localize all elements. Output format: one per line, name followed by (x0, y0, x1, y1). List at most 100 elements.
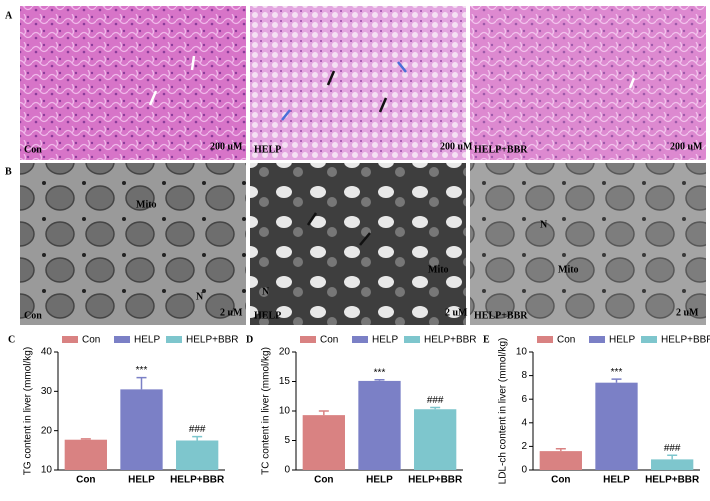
panel-label: C (8, 334, 15, 345)
legend-swatch (641, 336, 657, 343)
panel-b: B Mito N N Mito N Mito Con HELP HELP+BBR… (5, 163, 706, 325)
legend-swatch (114, 336, 130, 343)
arrow (148, 55, 636, 106)
legend-label: Con (320, 335, 338, 346)
caption: HELP+BBR (474, 144, 528, 155)
micrograph (470, 6, 706, 160)
annotation: ### (189, 424, 206, 435)
legend-label: HELP+BBR (661, 335, 710, 346)
micrograph (250, 163, 466, 325)
caption: HELP+BBR (474, 310, 528, 321)
y-tick-label: 10 (41, 465, 53, 476)
y-tick-label: 40 (41, 347, 53, 358)
error-bar (136, 376, 147, 390)
x-tick-label: Con (76, 475, 95, 486)
caption: Con (24, 310, 42, 321)
legend-label: HELP (609, 335, 635, 346)
y-tick-label: 10 (516, 347, 528, 358)
label: Mito (558, 264, 579, 275)
annotation: ### (427, 395, 444, 406)
x-tick-label: HELP+BBR (170, 475, 225, 486)
scale-label: 2 uM (676, 307, 699, 318)
annotation: ### (664, 443, 681, 454)
label: N (540, 219, 548, 230)
arrow (281, 61, 407, 121)
bar (539, 451, 582, 470)
error-bar (611, 378, 622, 383)
y-axis-label: TG content in liver (mmol/kg) (23, 347, 34, 475)
panel-a: A Con HELP HELP+BBR 200 uM 200 uM 200 uM (5, 6, 706, 160)
x-tick-label: HELP (603, 475, 630, 486)
legend-label: HELP (372, 335, 398, 346)
scale-label: 200 uM (670, 141, 703, 152)
label: Mito (136, 199, 157, 210)
label: N (196, 291, 204, 302)
error-bar (667, 454, 678, 460)
bar (120, 389, 163, 470)
error-bar (318, 410, 329, 416)
error-bar (430, 406, 441, 410)
x-tick-label: Con (314, 475, 333, 486)
legend-swatch (404, 336, 420, 343)
label: Mito (428, 264, 449, 275)
y-axis-label: LDL-ch content in liver (mmol/kg) (498, 338, 509, 485)
legend-label: Con (557, 335, 575, 346)
y-axis-label: TC content in liver (mmol/kg) (261, 347, 272, 475)
y-tick-label: 0 (284, 465, 290, 476)
panel-label: E (483, 334, 490, 345)
x-tick-label: HELP+BBR (408, 475, 463, 486)
error-bar (80, 438, 91, 440)
y-tick-label: 6 (521, 394, 527, 405)
annotation: *** (136, 365, 148, 376)
legend-label: Con (82, 335, 100, 346)
legend-swatch (62, 336, 78, 343)
bar (302, 415, 345, 470)
caption: HELP (254, 310, 281, 321)
annotation: *** (374, 367, 386, 378)
arrow (326, 70, 388, 113)
legend-label: HELP (134, 335, 160, 346)
legend-swatch (537, 336, 553, 343)
scale-label: 200 uM (440, 141, 473, 152)
error-bar (192, 435, 203, 441)
annotation: *** (611, 367, 623, 378)
scale-label: 2 uM (220, 307, 243, 318)
y-tick-label: 5 (284, 435, 290, 446)
y-tick-label: 8 (521, 370, 527, 381)
error-bar (374, 378, 385, 381)
bar (595, 382, 638, 470)
legend-swatch (166, 336, 182, 343)
y-tick-label: 2 (521, 441, 527, 452)
micrograph (20, 6, 246, 160)
panel-label: D (246, 334, 253, 345)
y-tick-label: 4 (521, 417, 527, 428)
y-tick-label: 10 (279, 406, 291, 417)
legend-label: HELP+BBR (186, 335, 239, 346)
bar (176, 440, 219, 470)
legend-label: HELP+BBR (424, 335, 477, 346)
micrograph (470, 163, 706, 325)
label: N (262, 286, 270, 297)
micrograph (20, 163, 246, 325)
scale-label: 200 uM (210, 141, 243, 152)
scale-label: 2 uM (445, 307, 468, 318)
bar (651, 459, 694, 470)
legend-swatch (300, 336, 316, 343)
legend-swatch (589, 336, 605, 343)
bar (414, 409, 457, 470)
panel-label: B (5, 166, 12, 177)
bar (358, 380, 401, 470)
caption: Con (24, 144, 42, 155)
y-tick-label: 0 (521, 465, 527, 476)
x-tick-label: HELP (366, 475, 393, 486)
y-tick-label: 20 (279, 347, 291, 358)
micrograph (250, 6, 466, 160)
y-tick-label: 30 (41, 386, 53, 397)
x-tick-label: HELP (128, 475, 155, 486)
bar (64, 439, 107, 470)
y-tick-label: 20 (41, 425, 53, 436)
panel-label: A (5, 10, 13, 21)
x-tick-label: Con (551, 475, 570, 486)
error-bar (555, 448, 566, 452)
